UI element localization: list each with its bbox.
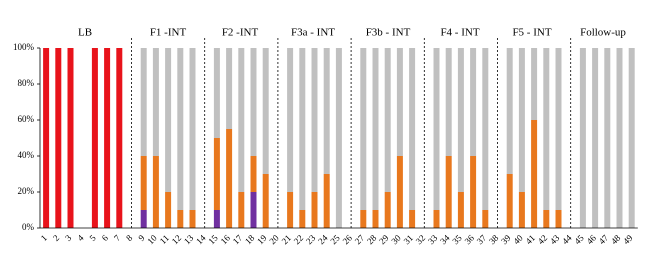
bar-segment: [262, 48, 269, 174]
bar-segment: [518, 192, 525, 228]
bar-segment: [152, 156, 159, 228]
bar-segment: [250, 156, 257, 192]
bar-segment: [384, 48, 391, 192]
bar-segment: [506, 48, 513, 174]
bar-segment: [409, 210, 416, 228]
group-label: F5 - INT: [512, 27, 551, 39]
bar-segment: [335, 48, 342, 228]
bar-segment: [616, 48, 623, 228]
bar-segment: [140, 210, 147, 228]
bar-segment: [360, 48, 367, 210]
y-tick-label: 20%: [18, 186, 35, 196]
bar-segment: [238, 48, 245, 192]
group-label: F4 - INT: [440, 27, 479, 39]
bar-segment: [213, 48, 220, 138]
bar-segment: [140, 156, 147, 210]
y-tick-label: 80%: [18, 78, 35, 88]
bar-segment: [396, 156, 403, 228]
y-tick-label: 40%: [18, 150, 35, 160]
bar-segment: [543, 210, 550, 228]
bar-segment: [287, 192, 294, 228]
bar-segment: [250, 192, 257, 228]
x-tick-label: 5: [88, 232, 99, 243]
group-label: F3b - INT: [366, 27, 411, 39]
x-tick-label: 49: [621, 232, 635, 246]
bar-segment: [311, 48, 318, 192]
bar-segment: [372, 48, 379, 210]
x-tick-label: 6: [100, 232, 111, 243]
x-tick-label: 3: [63, 232, 74, 243]
y-tick-label: 60%: [18, 114, 35, 124]
bar-segment: [262, 174, 269, 228]
bar-segment: [226, 48, 233, 129]
x-tick-label: 4: [75, 232, 86, 243]
bar-segment: [299, 48, 306, 210]
bar-segment: [250, 48, 257, 156]
bar-segment: [189, 48, 196, 210]
bar-segment: [299, 210, 306, 228]
bar-segment: [482, 48, 489, 210]
bar-segment: [409, 48, 416, 210]
bar-segment: [482, 210, 489, 228]
bar-segment: [445, 156, 452, 228]
bar-segment: [213, 210, 220, 228]
group-label: F2 -INT: [222, 27, 259, 39]
bar-segment: [457, 48, 464, 192]
bar-segment: [531, 48, 538, 120]
bar-segment: [592, 48, 599, 228]
x-tick-label: 1: [39, 233, 49, 243]
bar-segment: [116, 48, 123, 228]
bar-segment: [579, 48, 586, 228]
bar-segment: [360, 210, 367, 228]
bar-segment: [140, 48, 147, 156]
bar-segment: [91, 48, 98, 228]
bar-segment: [555, 48, 562, 210]
bar-segment: [433, 210, 440, 228]
bar-segment: [555, 210, 562, 228]
bar-segment: [445, 48, 452, 156]
y-tick-label: 0%: [22, 222, 35, 232]
bar-segment: [457, 192, 464, 228]
bar-segment: [177, 210, 184, 228]
bar-segment: [238, 192, 245, 228]
bar-segment: [152, 48, 159, 156]
bar-segment: [604, 48, 611, 228]
group-label: F1 -INT: [150, 27, 187, 39]
bar-segment: [189, 210, 196, 228]
bar-segment: [43, 48, 50, 228]
bar-segment: [628, 48, 635, 228]
bar-segment: [506, 174, 513, 228]
bar-segment: [213, 138, 220, 210]
x-tick-label: 9: [136, 232, 147, 243]
bar-segment: [470, 48, 477, 156]
x-tick-label: 8: [124, 232, 135, 243]
bar-segment: [531, 120, 538, 228]
bar-segment: [433, 48, 440, 210]
x-tick-label: 7: [112, 232, 123, 243]
bar-segment: [165, 192, 172, 228]
bar-segment: [311, 192, 318, 228]
group-label: LB: [78, 27, 92, 39]
bar-segment: [396, 48, 403, 156]
bar-segment: [177, 48, 184, 210]
bar-segment: [372, 210, 379, 228]
bar-segment: [518, 48, 525, 192]
bar-segment: [67, 48, 74, 228]
bar-segment: [55, 48, 62, 228]
bar-segment: [470, 156, 477, 228]
bar-segment: [323, 174, 330, 228]
y-tick-label: 100%: [13, 42, 35, 52]
group-label: Follow-up: [580, 27, 626, 39]
bar-segment: [226, 129, 233, 228]
bar-segment: [287, 48, 294, 192]
x-tick-label: 2: [51, 233, 61, 243]
bar-segment: [104, 48, 111, 228]
group-label: F3a - INT: [291, 27, 335, 39]
bar-segment: [165, 48, 172, 192]
bar-segment: [323, 48, 330, 174]
bar-segment: [384, 192, 391, 228]
bar-segment: [543, 48, 550, 210]
